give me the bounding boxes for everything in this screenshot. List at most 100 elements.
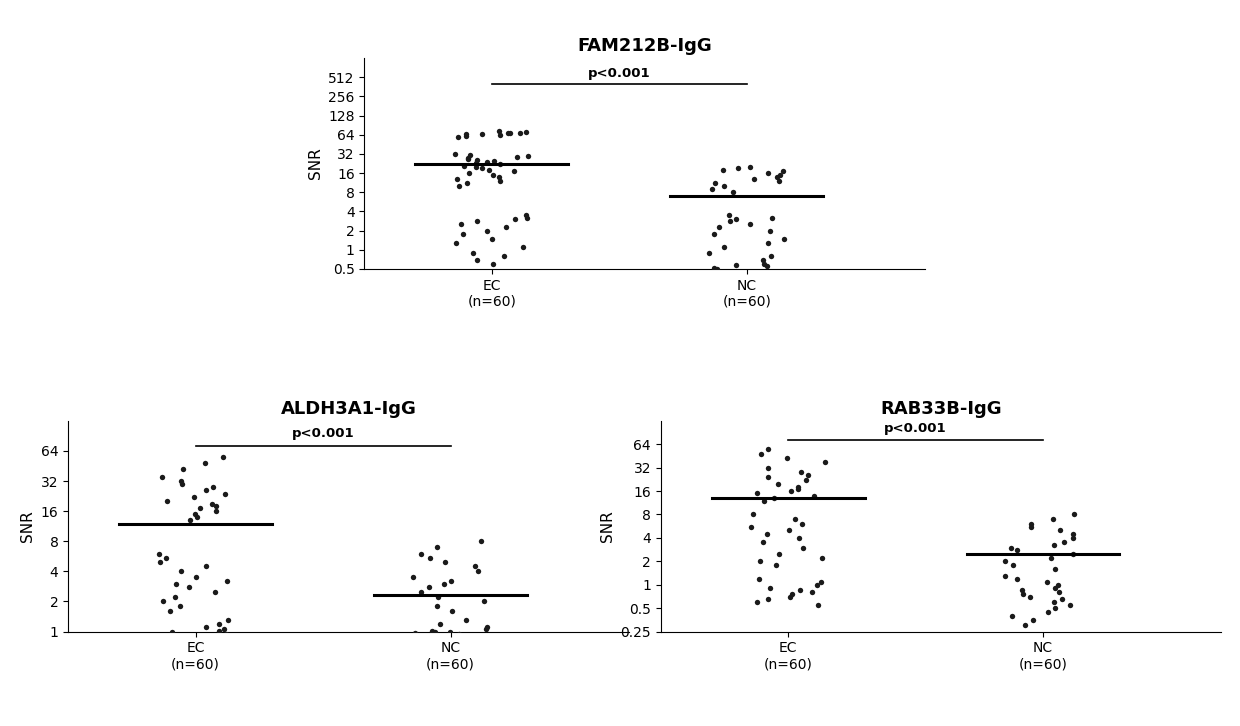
Point [171,476,191,487]
Point [725,259,745,271]
Point [476,624,496,635]
Point [490,129,510,141]
Point [477,225,497,237]
Y-axis label: SNR: SNR [308,147,322,179]
Point [440,629,460,640]
Point [518,150,538,161]
Point [704,228,724,240]
Point [714,241,734,253]
Point [471,536,491,547]
Point [507,151,527,163]
Point [1037,576,1056,587]
Title: FAM212B-IgG: FAM212B-IgG [578,37,712,55]
Point [1038,606,1058,618]
Point [1044,539,1064,551]
Point [774,233,794,245]
Point [484,155,503,166]
Point [750,555,770,567]
Point [481,233,501,245]
Point [1007,573,1027,584]
Point [435,556,455,568]
Point [758,261,777,272]
Point [440,626,460,637]
Point [446,237,466,248]
Point [506,213,526,225]
Point [789,484,808,495]
Point [466,161,486,173]
Point [218,614,238,626]
Point [1048,579,1068,590]
Point [410,548,430,560]
Point [746,596,766,608]
Point [758,471,777,483]
Point [1021,518,1040,530]
Point [427,542,446,553]
Point [789,481,808,493]
Point [454,160,474,171]
Point [1064,548,1084,560]
Point [742,521,761,533]
Text: p<0.001: p<0.001 [884,423,947,436]
Point [490,126,510,137]
Point [161,627,181,638]
Point [1007,544,1027,556]
Point [490,175,510,187]
Point [754,495,774,507]
Point [422,625,441,637]
Point [154,596,174,608]
Point [441,605,461,617]
Point [449,628,469,640]
Point [405,627,425,639]
Point [466,158,486,169]
Point [708,263,728,274]
Point [759,444,779,455]
Point [459,167,479,179]
Point [451,219,471,230]
Point [751,448,771,460]
Point [768,478,787,489]
Point [719,209,739,221]
Point [455,128,475,139]
Point [816,456,836,468]
Point [188,630,208,642]
Point [458,152,477,163]
Point [491,158,511,170]
Point [427,600,446,612]
Point [1063,532,1083,544]
Point [1003,559,1023,571]
Point [792,542,812,553]
Point [153,471,172,483]
Point [1042,552,1061,564]
Point [699,247,719,258]
Point [754,258,774,269]
Point [215,624,234,635]
Point [208,625,228,637]
Point [758,528,777,539]
Point [179,581,198,592]
Point [753,537,773,548]
Point [467,154,487,166]
Point [510,128,529,139]
Point [770,169,790,181]
Point [430,618,450,629]
Point [1045,603,1065,614]
Point [471,630,491,642]
Point [206,500,226,512]
Point [1060,599,1080,611]
Point [165,592,185,603]
Point [441,575,461,587]
Point [150,548,170,560]
Point [172,478,192,489]
Point [503,166,523,177]
Point [704,262,724,274]
Point [484,258,503,269]
Point [808,599,828,611]
Point [725,213,745,225]
Title: ALDH3A1-IgG: ALDH3A1-IgG [280,400,417,418]
Point [419,581,439,592]
Point [1013,589,1033,600]
Point [513,241,533,253]
Text: p<0.001: p<0.001 [291,427,355,440]
Point [1001,542,1021,553]
Point [425,627,445,638]
